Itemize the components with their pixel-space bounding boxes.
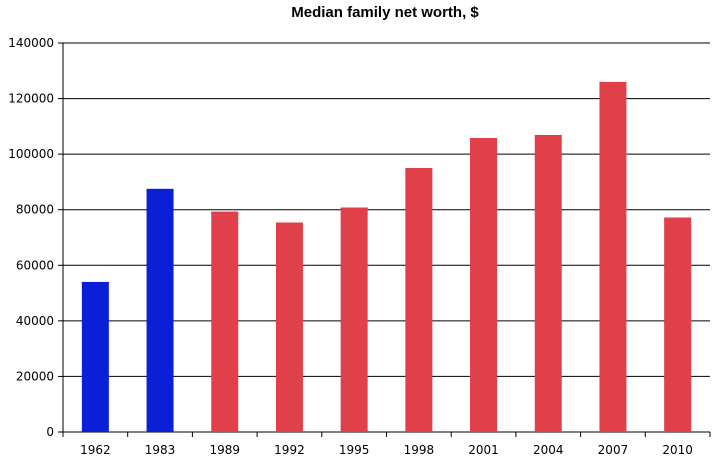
bar-top-2007 <box>599 81 627 84</box>
y-tick-label: 140000 <box>8 36 54 50</box>
x-tick-label-2007: 2007 <box>598 443 629 457</box>
x-tick-label-1989: 1989 <box>209 443 240 457</box>
bar-2004 <box>534 134 562 433</box>
x-tick-label-2010: 2010 <box>662 443 693 457</box>
y-tick-label: 20000 <box>16 369 54 383</box>
bar-top-2001 <box>470 138 498 141</box>
y-tick-label: 60000 <box>16 258 54 272</box>
bar-2001 <box>470 138 498 432</box>
bar-2007 <box>599 81 627 433</box>
chart-title: Median family net worth, $ <box>291 4 479 21</box>
bar-top-1989 <box>211 211 239 214</box>
y-tick-label: 80000 <box>16 203 54 217</box>
bar-1983 <box>146 188 174 432</box>
y-tick-label: 40000 <box>16 314 54 328</box>
bar-1998 <box>405 168 433 433</box>
x-tick-label-2001: 2001 <box>468 443 499 457</box>
bar-1992 <box>275 222 303 432</box>
bar-1989 <box>211 211 239 432</box>
y-tick-label: 120000 <box>8 92 54 106</box>
bar-top-1962 <box>81 281 109 284</box>
bar-1962 <box>81 281 109 432</box>
bar-top-2010 <box>664 217 692 220</box>
bar-top-1995 <box>340 207 368 210</box>
y-tick-label: 0 <box>46 425 54 439</box>
x-tick-label-1983: 1983 <box>145 443 176 457</box>
x-tick-label-1962: 1962 <box>80 443 111 457</box>
bar-2010 <box>664 217 692 432</box>
x-tick-label-2004: 2004 <box>533 443 564 457</box>
bar-top-2004 <box>534 134 562 137</box>
bar-top-1992 <box>275 222 303 225</box>
x-tick-label-1995: 1995 <box>339 443 370 457</box>
bar-top-1983 <box>146 188 174 191</box>
x-tick-label-1992: 1992 <box>274 443 305 457</box>
bar-1995 <box>340 207 368 432</box>
bar-top-1998 <box>405 168 433 171</box>
x-tick-label-1998: 1998 <box>404 443 435 457</box>
y-tick-label: 100000 <box>8 147 54 161</box>
